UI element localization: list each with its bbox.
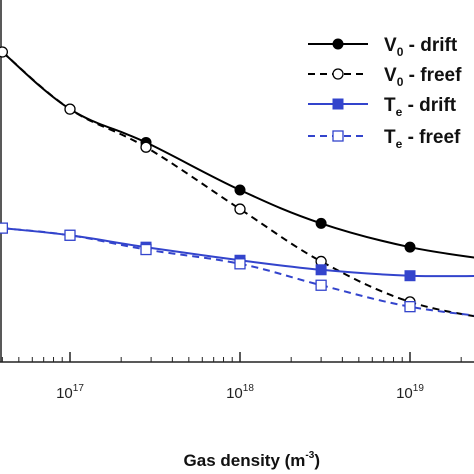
chart-series-markers (0, 46, 416, 313)
data-point-te_freef-2 (140, 243, 152, 256)
legend-marker-te_drift (332, 98, 344, 110)
data-point-te_freef-1 (64, 229, 76, 241)
series-line-te_freef (2, 227, 474, 317)
data-point-v0_freef-3 (234, 203, 246, 215)
data-point-te_freef-0 (0, 222, 9, 234)
legend-label-v0_freef: V0 - freef (384, 65, 462, 89)
data-point-v0_freef-0 (0, 46, 8, 58)
data-point-v0_drift-5 (404, 241, 416, 253)
legend-label-te_freef: Te - freef (384, 127, 461, 151)
x-tick-label-19: 1019 (396, 383, 424, 402)
legend-marker-v0_drift (332, 38, 344, 50)
data-point-v0_drift-3 (234, 184, 246, 196)
data-point-v0_drift-4 (315, 217, 327, 229)
data-point-v0_freef-2 (140, 141, 152, 153)
legend-marker-te_freef (332, 130, 344, 142)
x-axis-label: Gas density (m-3) (184, 450, 320, 470)
data-point-te_freef-3 (234, 258, 246, 270)
data-point-v0_freef-1 (64, 103, 76, 115)
data-point-te_freef-4 (315, 279, 327, 291)
legend-marker-v0_freef (332, 68, 344, 80)
x-tick-label-18: 1018 (226, 383, 254, 402)
x-axis-ticks: 1017 1018 1019 (1, 352, 462, 402)
data-point-te_drift-5 (404, 270, 416, 282)
data-point-te_drift-4 (315, 264, 327, 276)
x-tick-label-17: 1017 (56, 383, 84, 402)
data-point-te_freef-5 (404, 301, 416, 313)
chart-legend: V0 - drift V0 - freef Te - drift Te - freef (308, 35, 462, 151)
chart-axes (0, 0, 474, 363)
legend-label-v0_drift: V0 - drift (384, 35, 458, 59)
legend-label-te_drift: Te - drift (384, 95, 457, 119)
